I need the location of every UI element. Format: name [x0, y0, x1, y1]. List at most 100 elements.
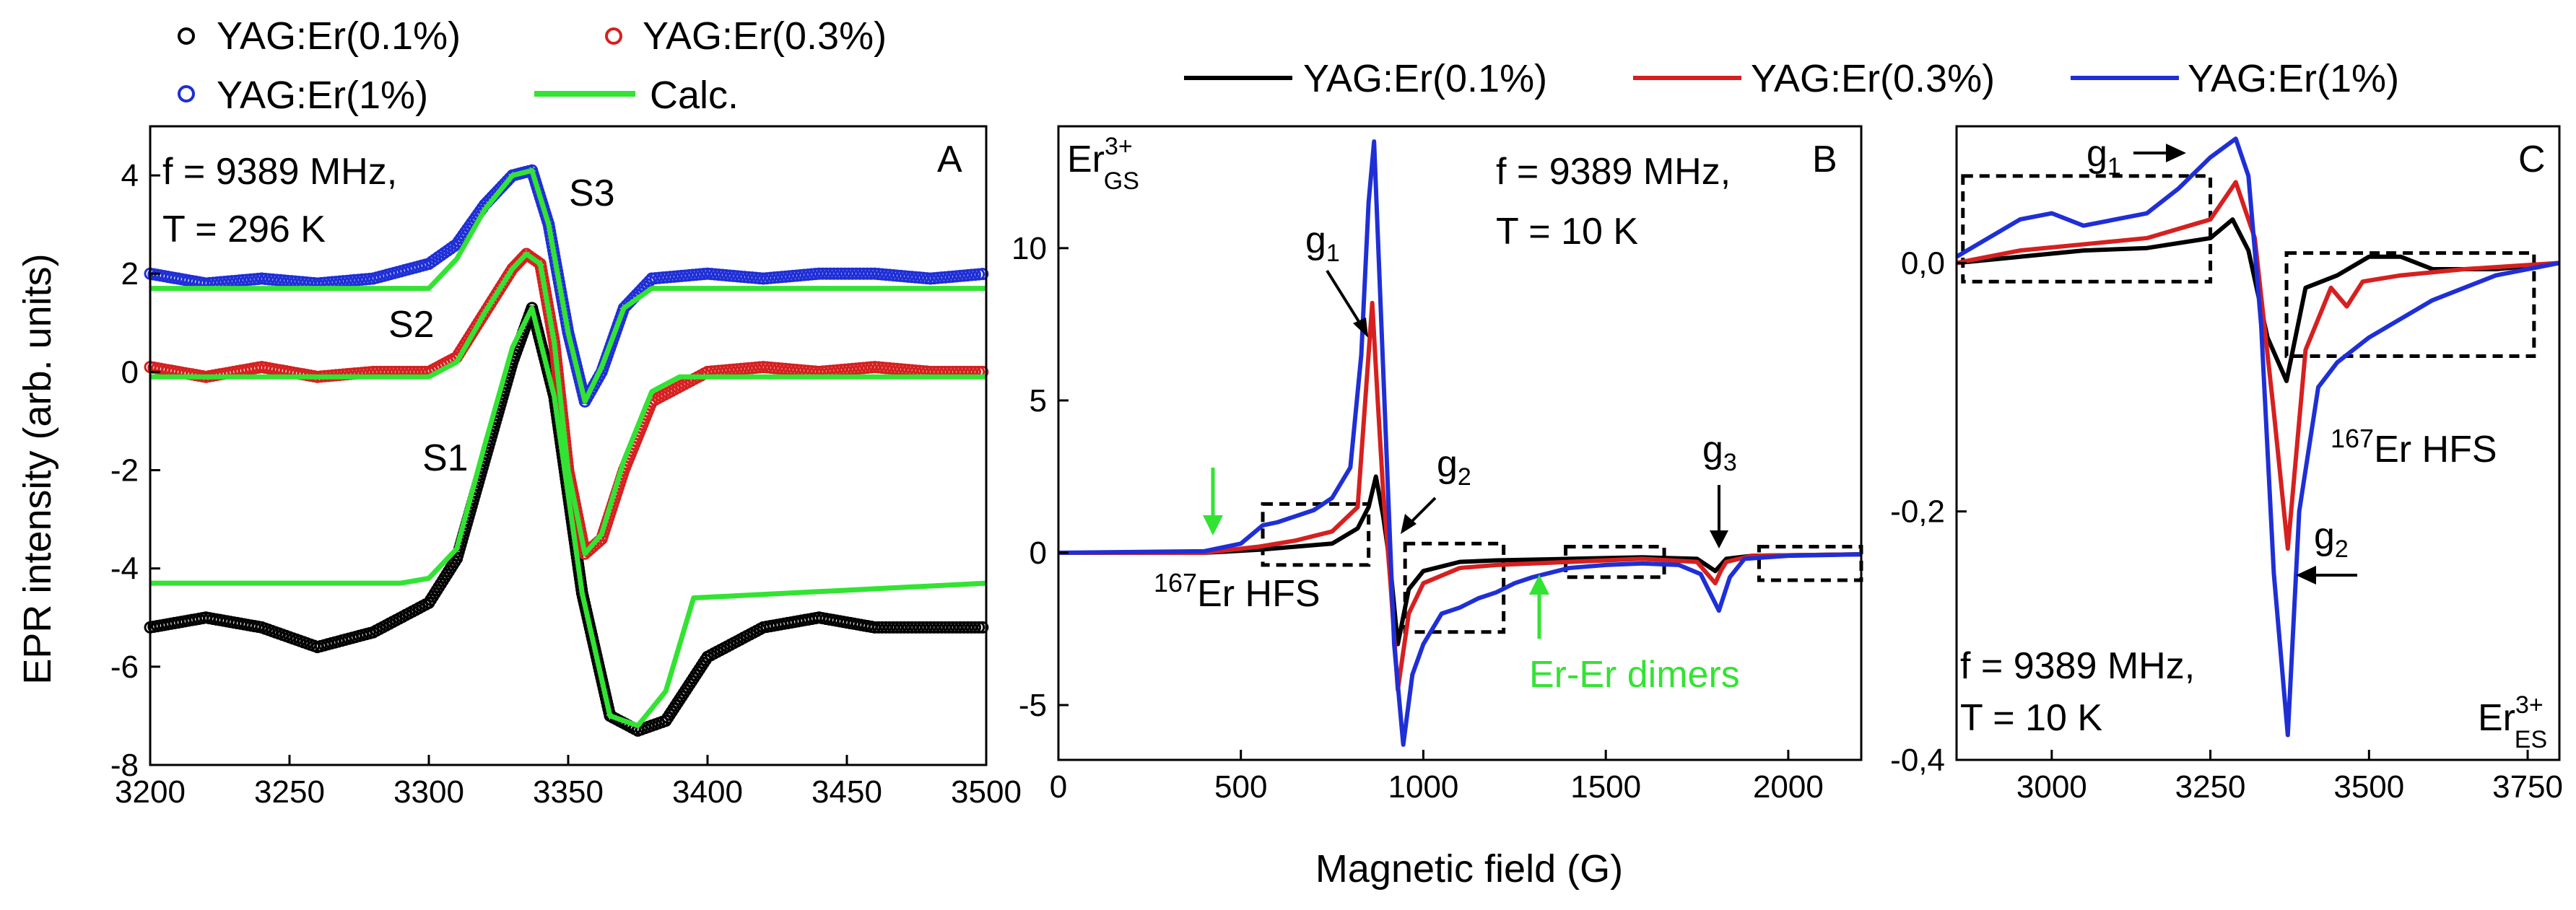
y-tick-label: 4: [121, 158, 139, 193]
eres-sup: 3+: [2515, 691, 2544, 719]
series-line-b-2: [1058, 139, 1862, 747]
panel-a-s3: S3: [569, 172, 615, 214]
panel-b-temp: T = 10 K: [1496, 211, 1638, 253]
y-tick-label: 0: [1030, 535, 1047, 571]
series-line-c-1: [1956, 180, 2560, 551]
series-line-b-0: [1058, 474, 1862, 647]
eres-sub: ES: [2515, 726, 2547, 753]
x-tick-label: 3350: [533, 774, 604, 810]
legend-top-label-1: YAG:Er(1%): [2188, 57, 2399, 100]
panel-c-plot: 3000 3250 3500 3750 -0,4 -0,2 0,0: [1890, 125, 2563, 805]
x-tick-label: 0: [1050, 769, 1067, 805]
x-tick-label: 3450: [811, 774, 882, 810]
panel-c-frame: [1955, 125, 2561, 761]
hfs-text: Er HFS: [1197, 573, 1320, 615]
legend-top: YAG:Er(0.1%) YAG:Er(0.3%) YAG:Er(1%): [1184, 57, 2399, 100]
hfs-box-1: [1261, 502, 1371, 567]
left-green-arrowhead: [1203, 515, 1223, 535]
series-line-a-4: [150, 251, 986, 556]
c-g1-sub: 1: [2107, 153, 2121, 180]
data-point: [976, 621, 989, 634]
x-tick-label: 2000: [1753, 769, 1824, 805]
x-tick-label: 3500: [2333, 769, 2404, 805]
y-tick-label: -0,2: [1890, 494, 1945, 530]
legend-marker-0.1: [178, 27, 195, 45]
legend-top-label-0.3: YAG:Er(0.3%): [1751, 57, 1995, 100]
ergs-sup: 3+: [1105, 133, 1133, 160]
x-tick-label: 1000: [1388, 769, 1459, 805]
panel-b-freq: f = 9389 MHz,: [1496, 151, 1731, 193]
c-g1-arrowhead: [2166, 144, 2186, 162]
legend-label-0.3: YAG:Er(0.3%): [643, 14, 887, 58]
series-line-b-1: [1058, 300, 1862, 692]
legend-marker-1: [178, 85, 195, 102]
panel-b-g2: g2: [1437, 443, 1471, 491]
g1-arrow: [1326, 269, 1365, 330]
legend-left: YAG:Er(0.1%) YAG:Er(0.3%) YAG:Er(1%) Cal…: [178, 14, 887, 117]
data-point: [972, 621, 985, 634]
panel-a-letter: A: [937, 139, 962, 180]
g3-arrowhead: [1710, 530, 1728, 548]
x-tick-label: 3750: [2492, 769, 2563, 805]
panel-b-dimers: Er-Er dimers: [1529, 654, 1740, 696]
x-tick-label: 500: [1214, 769, 1267, 805]
x-axis-title: Magnetic field (G): [1315, 847, 1623, 891]
x-tick-label: 3250: [254, 774, 325, 810]
panel-c-temp: T = 10 K: [1960, 697, 2102, 739]
ergs-sub: GS: [1104, 167, 1139, 195]
y-tick-label: -4: [110, 551, 139, 587]
y-tick-label: -0,4: [1890, 743, 1945, 778]
panel-b-plot: 0 500 1000 1500 2000 -5 0 5 10: [1011, 125, 1863, 805]
panel-a-s1: S1: [422, 437, 469, 479]
y-tick-label: 5: [1030, 383, 1047, 419]
panel-c-g2: g2: [2314, 515, 2349, 563]
g1-sub: 1: [1326, 240, 1340, 267]
c-hfs-text: Er HFS: [2374, 429, 2497, 471]
c-hfs-sup: 167: [2331, 424, 2374, 453]
y-tick-label: 2: [121, 256, 139, 292]
g2-sub: 2: [1458, 463, 1471, 491]
panel-a-s2: S2: [388, 304, 435, 346]
series-line-a-5: [150, 167, 986, 404]
series-line-c-0: [1956, 217, 2560, 383]
panel-c-g1: g1: [2087, 133, 2121, 180]
hfs-box-4: [1757, 545, 1863, 582]
c-g2-sub: 2: [2335, 535, 2349, 563]
panel-b-g3: g3: [1702, 429, 1737, 476]
panel-b-hfs: 167Er HFS: [1154, 568, 1320, 615]
panel-b-ergs: Er3+ GS: [1067, 133, 1139, 195]
series-line-c-2: [1955, 136, 2560, 738]
panel-c-eres: Er3+ ES: [2478, 691, 2547, 753]
y-tick-label: 0,0: [1901, 245, 1945, 281]
panel-a-plot: 3200 3250 3300 3350 3400 3450 3500 -8 -6 -4 -2 0 2 4: [110, 125, 1022, 810]
y-tick-label: -5: [1019, 688, 1047, 723]
g2-arrowhead: [1401, 514, 1417, 534]
hfs-box-2: [2284, 251, 2536, 358]
data-point: [976, 268, 989, 281]
panel-c-letter: C: [2518, 139, 2546, 180]
legend-label-1: YAG:Er(1%): [217, 74, 428, 117]
panel-b-letter: B: [1812, 139, 1837, 180]
y-tick-label: -6: [110, 649, 139, 685]
panel-b-frame: [1057, 125, 1863, 761]
legend-label-0.1: YAG:Er(0.1%): [217, 14, 461, 58]
c-g2-arrowhead: [2296, 566, 2316, 585]
x-tick-label: 3250: [2175, 769, 2246, 805]
legend-top-label-0.1: YAG:Er(0.1%): [1303, 57, 1547, 100]
dimer-arrowhead: [1529, 574, 1549, 595]
hfs-box-1: [1961, 174, 2213, 284]
panel-a-freq: f = 9389 MHz,: [162, 151, 397, 193]
x-tick-label: 3200: [115, 774, 186, 810]
panel-c-freq: f = 9389 MHz,: [1960, 645, 2195, 687]
series-line-a-3: [150, 305, 987, 729]
g3-sub: 3: [1723, 449, 1737, 476]
data-point: [969, 621, 982, 634]
x-tick-label: 3500: [951, 774, 1022, 810]
legend-label-calc: Calc.: [650, 74, 739, 117]
y-tick-label: 0: [121, 354, 139, 390]
x-tick-label: 1500: [1570, 769, 1641, 805]
panel-a-annotations: f = 9389 MHz, T = 296 K S1 S2 S3 A: [162, 139, 962, 479]
x-tick-label: 3400: [672, 774, 743, 810]
y-tick-label: 10: [1011, 231, 1047, 266]
